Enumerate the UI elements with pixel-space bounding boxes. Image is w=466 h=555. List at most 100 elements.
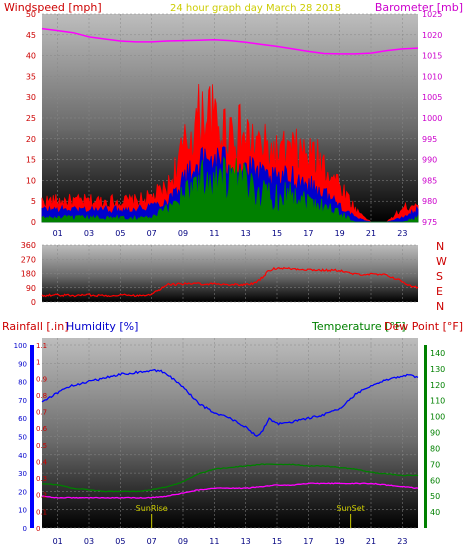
temperature-tick-label: 90 xyxy=(430,429,440,438)
temperature-tick-labels: 40 50 60 70 80 90 100 110 120 130 140 xyxy=(430,349,445,517)
compass-label: W xyxy=(436,255,447,268)
rainfall-tick-labels: 0 0.1 0.2 0.3 0.4 0.5 0.6 0.7 0.8 0.9 1 1.1 xyxy=(36,342,48,533)
humidity-tick-label: 100 xyxy=(14,342,27,350)
humidity-tick-label: 20 xyxy=(18,488,27,496)
direction-tick-label: 360 xyxy=(21,241,36,250)
windspeed-tick-label: 10 xyxy=(26,176,36,185)
humidity-tick-label: 60 xyxy=(18,415,27,423)
humidity-axis-bar xyxy=(30,345,34,528)
direction-tick-label: 90 xyxy=(26,284,36,293)
rainfall-tick-label: 1.1 xyxy=(36,342,47,350)
barometer-axis-label: Barometer [mb] xyxy=(375,1,463,14)
temperature-tick-label: 110 xyxy=(430,397,445,406)
temperature-tick-label: 140 xyxy=(430,349,445,358)
humidity-tick-label: 80 xyxy=(18,379,27,387)
humidity-line xyxy=(41,368,419,437)
hour-tick-label: 07 xyxy=(147,537,157,546)
barometer-tick-label: 980 xyxy=(422,197,437,206)
hour-tick-label: 13 xyxy=(241,229,251,238)
barometer-tick-label: 975 xyxy=(422,218,437,227)
rainfall-tick-label: 0.7 xyxy=(36,409,47,417)
windspeed-tick-label: 40 xyxy=(26,52,36,61)
windspeed-tick-label: 15 xyxy=(26,156,36,165)
rainfall-tick-label: 1 xyxy=(36,359,40,367)
hour-tick-label: 19 xyxy=(335,537,345,546)
windspeed-tick-label: 5 xyxy=(31,197,36,206)
barometer-tick-label: 985 xyxy=(422,176,437,185)
temperature-tick-label: 100 xyxy=(430,413,445,422)
temperature-tick-label: 120 xyxy=(430,381,445,390)
rainfall-tick-label: 0.6 xyxy=(36,425,48,433)
humidity-tick-label: 30 xyxy=(18,470,27,478)
rainfall-tick-label: 0.2 xyxy=(36,492,47,500)
humidity-temperature-grid xyxy=(42,338,418,529)
temperature-axis-bar xyxy=(424,345,427,528)
hour-tick-label: 03 xyxy=(84,537,94,546)
rainfall-tick-label: 0.8 xyxy=(36,392,47,400)
temperature-tick-label: 40 xyxy=(430,508,440,517)
wind-direction-series xyxy=(41,266,419,298)
dew-point-line xyxy=(42,482,419,499)
compass-label: N xyxy=(436,300,444,313)
barometer-tick-label: 1015 xyxy=(422,52,442,61)
humidity-tick-labels: 0 10 20 30 40 50 60 70 80 90 100 xyxy=(14,342,27,533)
hour-tick-label: 21 xyxy=(366,229,376,238)
hour-tick-label: 11 xyxy=(209,537,219,546)
barometer-line xyxy=(41,27,419,55)
hour-tick-label: 11 xyxy=(209,229,219,238)
hour-tick-label: 07 xyxy=(147,229,157,238)
compass-label: E xyxy=(436,285,443,298)
barometer-tick-label: 1005 xyxy=(422,93,442,102)
barometer-tick-label: 1025 xyxy=(422,10,442,19)
wind-series-windspeed xyxy=(41,156,419,223)
hour-tick-label: 17 xyxy=(303,537,313,546)
windspeed-tick-label: 50 xyxy=(26,10,36,19)
humidity-tick-label: 10 xyxy=(18,507,27,515)
hour-tick-label: 09 xyxy=(178,229,188,238)
windspeed-axis-label: Windspeed [mph] xyxy=(4,1,102,14)
dew-point-axis-label: Dew Point [°F] xyxy=(384,320,463,333)
rainfall-axis-label: Rainfall [.in] xyxy=(2,320,69,333)
rainfall-tick-label: 0.5 xyxy=(36,442,47,450)
temperature-tick-label: 130 xyxy=(430,365,445,374)
temperature-tick-label: 80 xyxy=(430,444,440,453)
hour-tick-label: 15 xyxy=(272,537,282,546)
hour-tick-label: 23 xyxy=(397,537,407,546)
hour-tick-label: 03 xyxy=(84,229,94,238)
wind-direction-line xyxy=(41,266,419,298)
compass-label: N xyxy=(436,240,444,253)
hour-tick-label: 15 xyxy=(272,229,282,238)
rainfall-tick-label: 0.3 xyxy=(36,475,47,483)
hour-tick-label: 05 xyxy=(115,229,125,238)
compass-label: S xyxy=(436,270,443,283)
chart-title: 24 hour graph day March 28 2018 xyxy=(170,3,341,14)
humidity-axis-label: Humidity [%] xyxy=(66,320,138,333)
humidity-hour-tick-labels: 01 03 05 07 09 11 13 15 17 19 21 23 xyxy=(53,537,408,546)
temperature-tick-label: 50 xyxy=(430,492,440,501)
windspeed-tick-label: 25 xyxy=(26,114,36,123)
barometer-tick-label: 990 xyxy=(422,156,437,165)
humidity-tick-label: 90 xyxy=(18,360,27,368)
wind-hour-tick-labels: 01 03 05 07 09 11 13 15 17 19 21 23 xyxy=(53,229,408,238)
barometer-tick-label: 1000 xyxy=(422,114,442,123)
hour-tick-label: 09 xyxy=(178,537,188,546)
hour-tick-label: 17 xyxy=(303,229,313,238)
hour-tick-label: 01 xyxy=(53,537,63,546)
rainfall-tick-label: 0.1 xyxy=(36,508,47,516)
direction-tick-label: 180 xyxy=(21,270,36,279)
hour-tick-label: 01 xyxy=(53,229,63,238)
hour-tick-label: 23 xyxy=(397,229,407,238)
windspeed-tick-label: 20 xyxy=(26,135,36,144)
sunrise-label: SunRise xyxy=(136,504,168,513)
humidity-temperature-plot-area xyxy=(42,338,418,528)
barometer-tick-label: 1020 xyxy=(422,31,442,40)
wind-series-gust xyxy=(41,83,419,223)
wind-direction-tick-labels: 0 90 180 270 360 xyxy=(21,241,36,307)
temperature-line xyxy=(41,463,419,493)
barometer-tick-label: 1010 xyxy=(422,72,442,81)
